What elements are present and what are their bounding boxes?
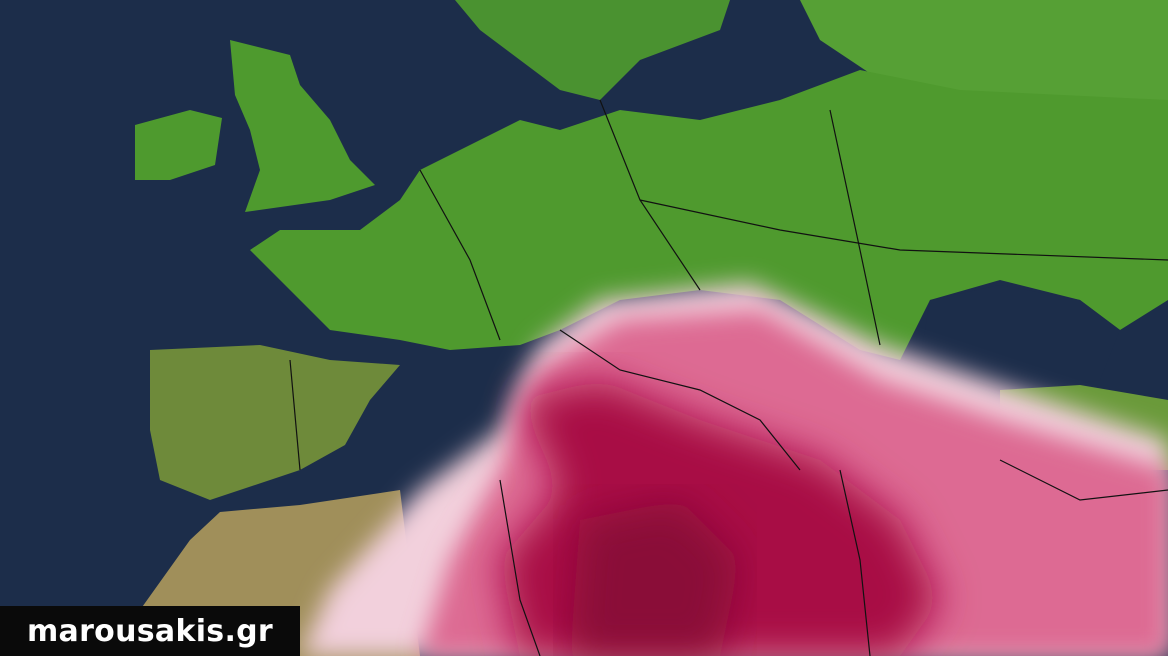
land-baltic-north [800, 0, 1168, 120]
black-sea [920, 285, 1120, 390]
watermark-text: marousakis.gr [26, 613, 274, 649]
dust-plume-overlay [300, 283, 1168, 656]
dust-core-region [570, 500, 740, 656]
land-ireland [135, 110, 222, 180]
watermark-banner: marousakis.gr [0, 606, 300, 656]
land-iberia [150, 345, 400, 500]
land-great-britain [230, 40, 375, 212]
country-borders [289, 99, 1168, 656]
land-scandinavia [455, 0, 730, 100]
